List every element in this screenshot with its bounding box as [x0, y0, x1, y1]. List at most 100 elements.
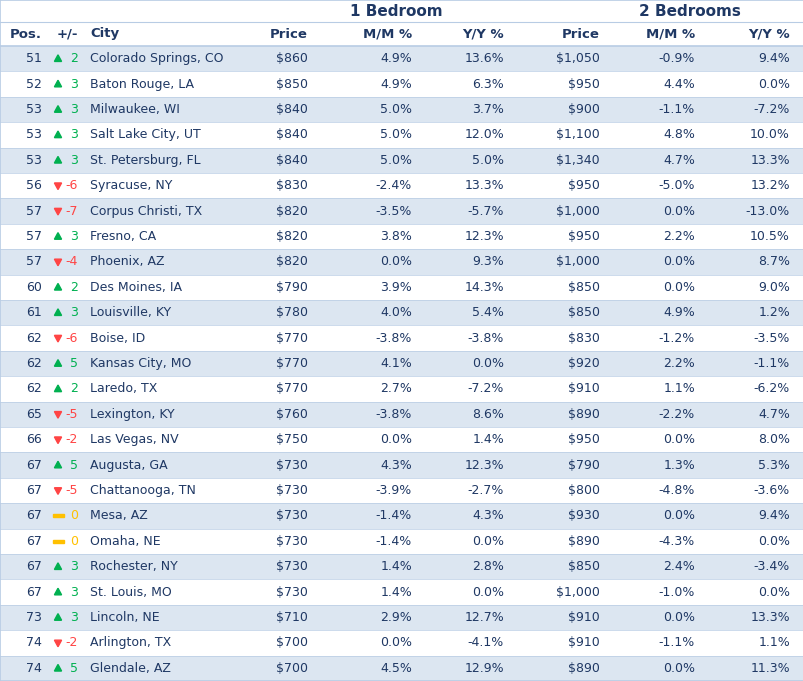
Text: 3: 3	[70, 154, 78, 167]
Text: Y/Y %: Y/Y %	[462, 27, 503, 40]
Text: -4.8%: -4.8%	[658, 484, 694, 497]
FancyBboxPatch shape	[0, 72, 803, 97]
Text: 56: 56	[26, 179, 42, 192]
Text: 10.0%: 10.0%	[749, 129, 789, 142]
Text: 5.0%: 5.0%	[380, 129, 411, 142]
Text: 4.5%: 4.5%	[380, 662, 411, 675]
Polygon shape	[55, 437, 62, 443]
Text: 13.3%: 13.3%	[464, 179, 503, 192]
Text: 3: 3	[70, 586, 78, 599]
Text: -2.4%: -2.4%	[375, 179, 411, 192]
Text: -1.4%: -1.4%	[375, 509, 411, 522]
Text: -2: -2	[66, 637, 78, 650]
Text: City: City	[90, 27, 119, 40]
Text: $730: $730	[275, 535, 308, 548]
Text: $910: $910	[568, 637, 599, 650]
FancyBboxPatch shape	[0, 224, 803, 249]
Text: Kansas City, MO: Kansas City, MO	[90, 357, 191, 370]
Text: 3: 3	[70, 611, 78, 624]
Text: 8.7%: 8.7%	[757, 255, 789, 268]
Polygon shape	[55, 183, 62, 189]
Text: $830: $830	[568, 332, 599, 345]
Text: 3: 3	[70, 306, 78, 319]
Text: 4.7%: 4.7%	[757, 408, 789, 421]
Text: -5.0%: -5.0%	[658, 179, 694, 192]
Text: 12.9%: 12.9%	[464, 662, 503, 675]
Text: 4.9%: 4.9%	[380, 52, 411, 65]
Polygon shape	[55, 614, 62, 620]
Text: 10.5%: 10.5%	[749, 230, 789, 243]
Text: $840: $840	[275, 129, 308, 142]
Text: 4.3%: 4.3%	[380, 458, 411, 472]
FancyBboxPatch shape	[0, 605, 803, 630]
Text: -4: -4	[66, 255, 78, 268]
FancyBboxPatch shape	[0, 198, 803, 224]
Text: 4.8%: 4.8%	[662, 129, 694, 142]
Text: -1.4%: -1.4%	[375, 535, 411, 548]
Text: 0.0%: 0.0%	[662, 509, 694, 522]
Text: 2 Bedrooms: 2 Bedrooms	[638, 3, 740, 18]
Text: 13.3%: 13.3%	[749, 154, 789, 167]
Text: 57: 57	[26, 204, 42, 218]
Text: Arlington, TX: Arlington, TX	[90, 637, 171, 650]
FancyBboxPatch shape	[0, 503, 803, 528]
Text: 13.3%: 13.3%	[749, 611, 789, 624]
Text: Chattanooga, TN: Chattanooga, TN	[90, 484, 196, 497]
Polygon shape	[55, 80, 62, 87]
Text: 4.3%: 4.3%	[471, 509, 503, 522]
Text: M/M %: M/M %	[362, 27, 411, 40]
Text: 2.4%: 2.4%	[662, 560, 694, 573]
Text: 2: 2	[70, 52, 78, 65]
Text: 0.0%: 0.0%	[662, 433, 694, 446]
Polygon shape	[55, 233, 62, 239]
Text: 2: 2	[70, 281, 78, 294]
Text: 3.9%: 3.9%	[380, 281, 411, 294]
Text: 5.0%: 5.0%	[380, 154, 411, 167]
Text: Mesa, AZ: Mesa, AZ	[90, 509, 148, 522]
Text: Syracuse, NY: Syracuse, NY	[90, 179, 172, 192]
Text: -7.2%: -7.2%	[467, 383, 503, 396]
Text: 0.0%: 0.0%	[662, 281, 694, 294]
Text: $910: $910	[568, 383, 599, 396]
FancyBboxPatch shape	[0, 402, 803, 427]
Text: Fresno, CA: Fresno, CA	[90, 230, 156, 243]
Text: 57: 57	[26, 255, 42, 268]
Text: 53: 53	[26, 129, 42, 142]
Text: -3.8%: -3.8%	[375, 408, 411, 421]
FancyBboxPatch shape	[0, 478, 803, 503]
Text: 1.4%: 1.4%	[380, 586, 411, 599]
Text: $800: $800	[567, 484, 599, 497]
Text: 0: 0	[70, 535, 78, 548]
Text: $950: $950	[568, 78, 599, 91]
Text: $890: $890	[568, 408, 599, 421]
Polygon shape	[55, 106, 62, 112]
Polygon shape	[55, 208, 62, 215]
Text: -3.6%: -3.6%	[753, 484, 789, 497]
Text: -0.9%: -0.9%	[658, 52, 694, 65]
FancyBboxPatch shape	[0, 122, 803, 148]
Text: Lincoln, NE: Lincoln, NE	[90, 611, 160, 624]
Text: 2.2%: 2.2%	[662, 357, 694, 370]
Text: 12.7%: 12.7%	[463, 611, 503, 624]
Polygon shape	[55, 588, 62, 595]
Text: Pos.: Pos.	[10, 27, 42, 40]
Text: 4.0%: 4.0%	[380, 306, 411, 319]
Text: 12.3%: 12.3%	[464, 230, 503, 243]
Text: 0.0%: 0.0%	[662, 255, 694, 268]
Text: Price: Price	[270, 27, 308, 40]
Text: $900: $900	[568, 103, 599, 116]
Text: 12.3%: 12.3%	[464, 458, 503, 472]
Text: Lexington, KY: Lexington, KY	[90, 408, 174, 421]
Text: $700: $700	[275, 637, 308, 650]
Text: $910: $910	[568, 611, 599, 624]
Text: -7: -7	[65, 204, 78, 218]
FancyBboxPatch shape	[0, 580, 803, 605]
Text: $840: $840	[275, 154, 308, 167]
Text: 12.0%: 12.0%	[463, 129, 503, 142]
Text: -2.2%: -2.2%	[658, 408, 694, 421]
Text: 5: 5	[70, 662, 78, 675]
Text: $790: $790	[568, 458, 599, 472]
Text: 2.9%: 2.9%	[380, 611, 411, 624]
Text: 9.0%: 9.0%	[757, 281, 789, 294]
Text: 67: 67	[26, 458, 42, 472]
